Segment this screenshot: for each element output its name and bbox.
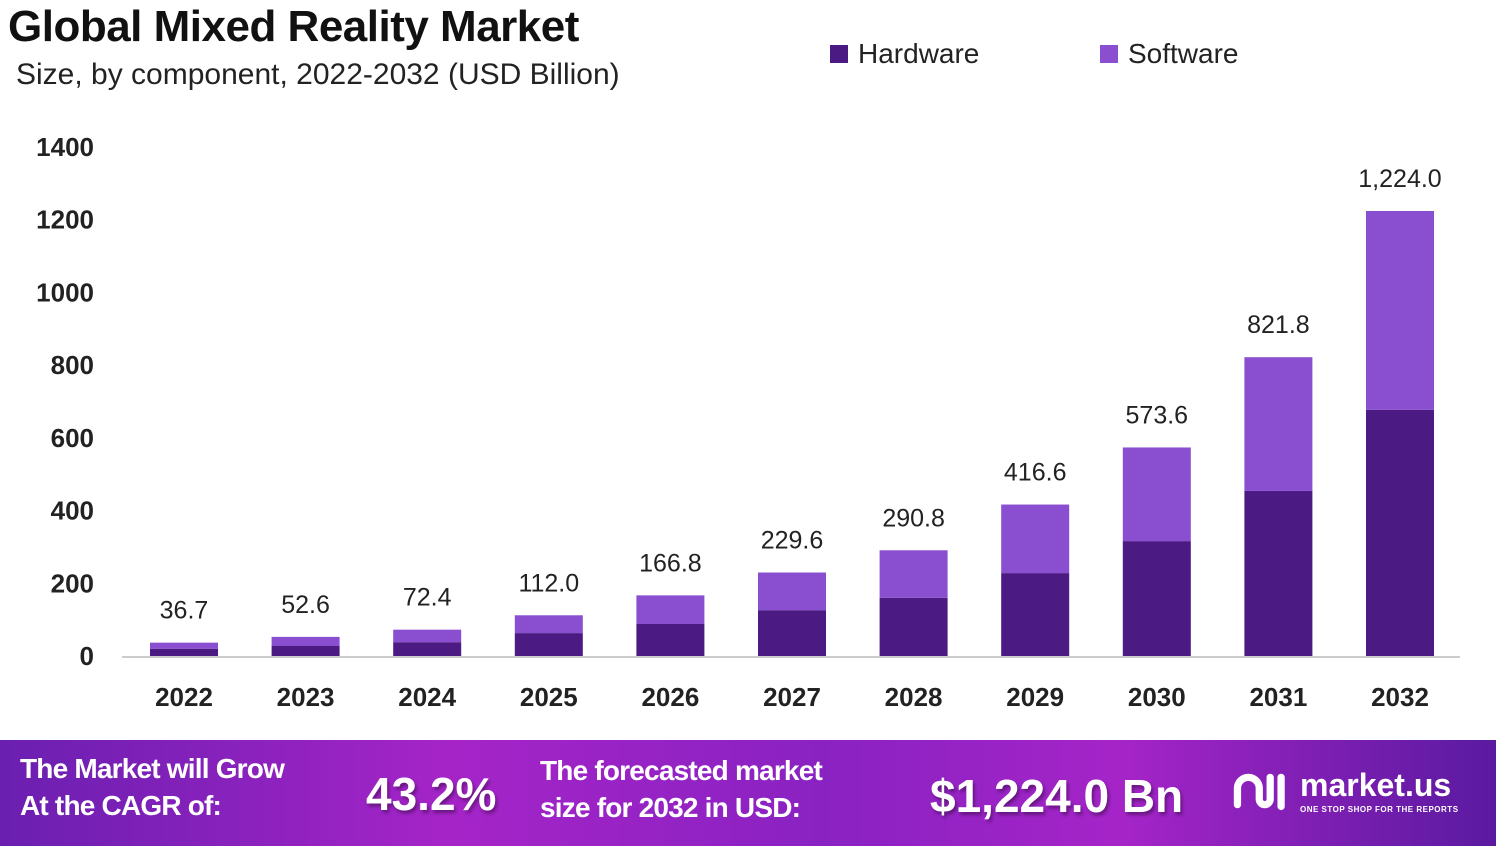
y-tick-label: 0 bbox=[80, 641, 94, 671]
legend-software: Software bbox=[1100, 38, 1239, 70]
bar-hardware bbox=[758, 610, 826, 656]
bar-hardware bbox=[1366, 409, 1434, 656]
bar-software bbox=[514, 615, 583, 634]
bar-hardware bbox=[879, 597, 948, 656]
cagr-text-2: At the CAGR of: bbox=[20, 790, 222, 821]
data-label: 36.7 bbox=[160, 597, 209, 625]
cagr-value: 43.2% bbox=[366, 768, 497, 820]
logo-name: market.us bbox=[1300, 767, 1452, 803]
bar-software bbox=[1001, 504, 1070, 574]
data-label: 72.4 bbox=[403, 584, 452, 612]
forecast-label: The forecasted market size for 2032 in U… bbox=[540, 752, 823, 826]
bar-hardware bbox=[1244, 490, 1313, 656]
forecast-value: $1,224.0 Bn bbox=[930, 770, 1184, 822]
bar-hardware bbox=[636, 624, 705, 656]
data-label: 821.8 bbox=[1247, 311, 1310, 339]
data-label: 290.8 bbox=[882, 504, 945, 532]
bar-chart: 0 200 400 600 800 1000 1200 1400 36.7 2022 52.6 202… bbox=[36, 132, 1460, 712]
x-tick-label: 2027 bbox=[763, 682, 821, 712]
y-tick-label: 400 bbox=[51, 496, 94, 526]
bar-software bbox=[1366, 210, 1434, 410]
data-label: 229.6 bbox=[761, 527, 824, 555]
logo-icon bbox=[1233, 773, 1285, 811]
bar-software bbox=[150, 642, 218, 649]
legend-label: Software bbox=[1128, 38, 1239, 69]
data-label: 166.8 bbox=[639, 549, 702, 577]
y-tick-label: 600 bbox=[51, 423, 94, 453]
market-us-logo: market.us ONE STOP SHOP FOR THE REPORTS bbox=[1232, 766, 1459, 816]
y-tick-label: 200 bbox=[51, 568, 94, 598]
x-tick-label: 2023 bbox=[277, 682, 335, 712]
x-tick-label: 2026 bbox=[641, 682, 699, 712]
y-tick-label: 800 bbox=[51, 350, 94, 380]
legend-swatch-hardware bbox=[830, 45, 848, 63]
data-label: 112.0 bbox=[518, 569, 579, 597]
x-tick-label: 2022 bbox=[155, 682, 213, 712]
x-tick-label: 2024 bbox=[398, 682, 456, 712]
x-tick-label: 2025 bbox=[520, 682, 578, 712]
cagr-label: The Market will Grow At the CAGR of: bbox=[20, 750, 285, 824]
legend-label: Hardware bbox=[858, 38, 980, 69]
bar-software bbox=[636, 595, 705, 625]
x-tick-label: 2028 bbox=[885, 682, 943, 712]
bar-hardware bbox=[1001, 573, 1070, 656]
data-label: 1,224.0 bbox=[1358, 165, 1441, 193]
bar-software bbox=[271, 636, 340, 647]
bar-hardware bbox=[393, 642, 462, 656]
y-tick-label: 1000 bbox=[36, 277, 94, 307]
footer-banner: The Market will Grow At the CAGR of: 43.… bbox=[0, 740, 1496, 846]
bar-software bbox=[393, 629, 462, 643]
bar-software bbox=[1122, 447, 1191, 542]
x-tick-label: 2032 bbox=[1371, 682, 1429, 712]
data-label: 416.6 bbox=[1004, 459, 1067, 487]
bar-software bbox=[758, 572, 826, 611]
y-tick-label: 1400 bbox=[36, 132, 94, 162]
bar-software bbox=[879, 550, 948, 598]
chart-title: Global Mixed Reality Market bbox=[8, 2, 579, 51]
cagr-text-1: The Market will Grow bbox=[20, 753, 285, 784]
forecast-text-2: size for 2032 in USD: bbox=[540, 792, 801, 823]
x-tick-label: 2029 bbox=[1006, 682, 1064, 712]
forecast-text-1: The forecasted market bbox=[540, 755, 823, 786]
chart-subtitle: Size, by component, 2022-2032 (USD Billi… bbox=[16, 58, 620, 91]
y-tick-label: 1200 bbox=[36, 205, 94, 235]
bar-hardware bbox=[150, 648, 218, 656]
bar-software bbox=[1244, 357, 1313, 491]
x-tick-label: 2030 bbox=[1128, 682, 1186, 712]
data-label: 573.6 bbox=[1126, 401, 1189, 429]
logo-tagline: ONE STOP SHOP FOR THE REPORTS bbox=[1300, 805, 1459, 814]
bar-hardware bbox=[271, 646, 340, 656]
x-tick-label: 2031 bbox=[1249, 682, 1307, 712]
bar-hardware bbox=[1122, 541, 1191, 656]
data-label: 52.6 bbox=[281, 591, 330, 619]
legend-swatch-software bbox=[1100, 45, 1118, 63]
bar-hardware bbox=[514, 633, 583, 656]
legend-hardware: Hardware bbox=[830, 38, 979, 70]
